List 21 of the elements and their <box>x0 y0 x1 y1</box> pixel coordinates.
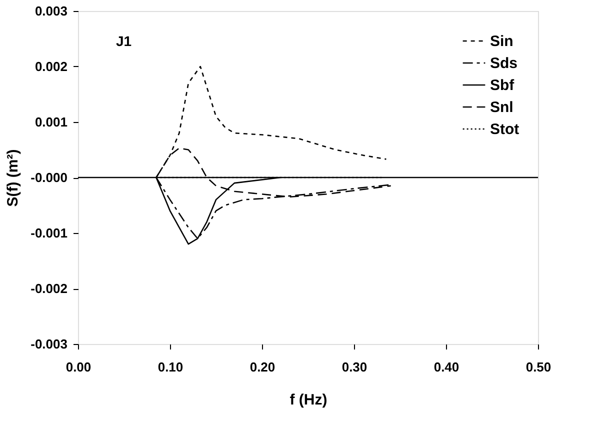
x-axis-title: f (Hz) <box>290 392 328 408</box>
x-tick-label: 0.30 <box>342 360 368 374</box>
legend-label: Snl <box>490 99 514 116</box>
y-tick-label: 0.003 <box>34 4 68 18</box>
y-tick-label: -0.001 <box>30 226 68 240</box>
legend-label: Sin <box>490 33 514 50</box>
x-tick-label: 0.20 <box>250 360 276 374</box>
x-tick-label: 0.00 <box>66 360 92 374</box>
x-tick-label: 0.40 <box>434 360 460 374</box>
annotation: J1 <box>116 33 132 49</box>
y-tick-label: -0.000 <box>30 170 68 185</box>
y-tick-label: -0.002 <box>30 281 68 296</box>
x-tick-label: 0.10 <box>158 360 184 374</box>
legend-label: Sds <box>490 55 518 72</box>
legend-label: Sbf <box>490 77 516 94</box>
x-tick-label: 0.50 <box>526 360 552 374</box>
y-tick-label: 0.001 <box>34 114 68 130</box>
y-tick-label: -0.003 <box>30 336 68 352</box>
y-tick-label: 0.002 <box>34 59 68 74</box>
y-axis-title: S(f) (m²) <box>4 149 22 207</box>
legend-label: Stot <box>490 121 520 138</box>
